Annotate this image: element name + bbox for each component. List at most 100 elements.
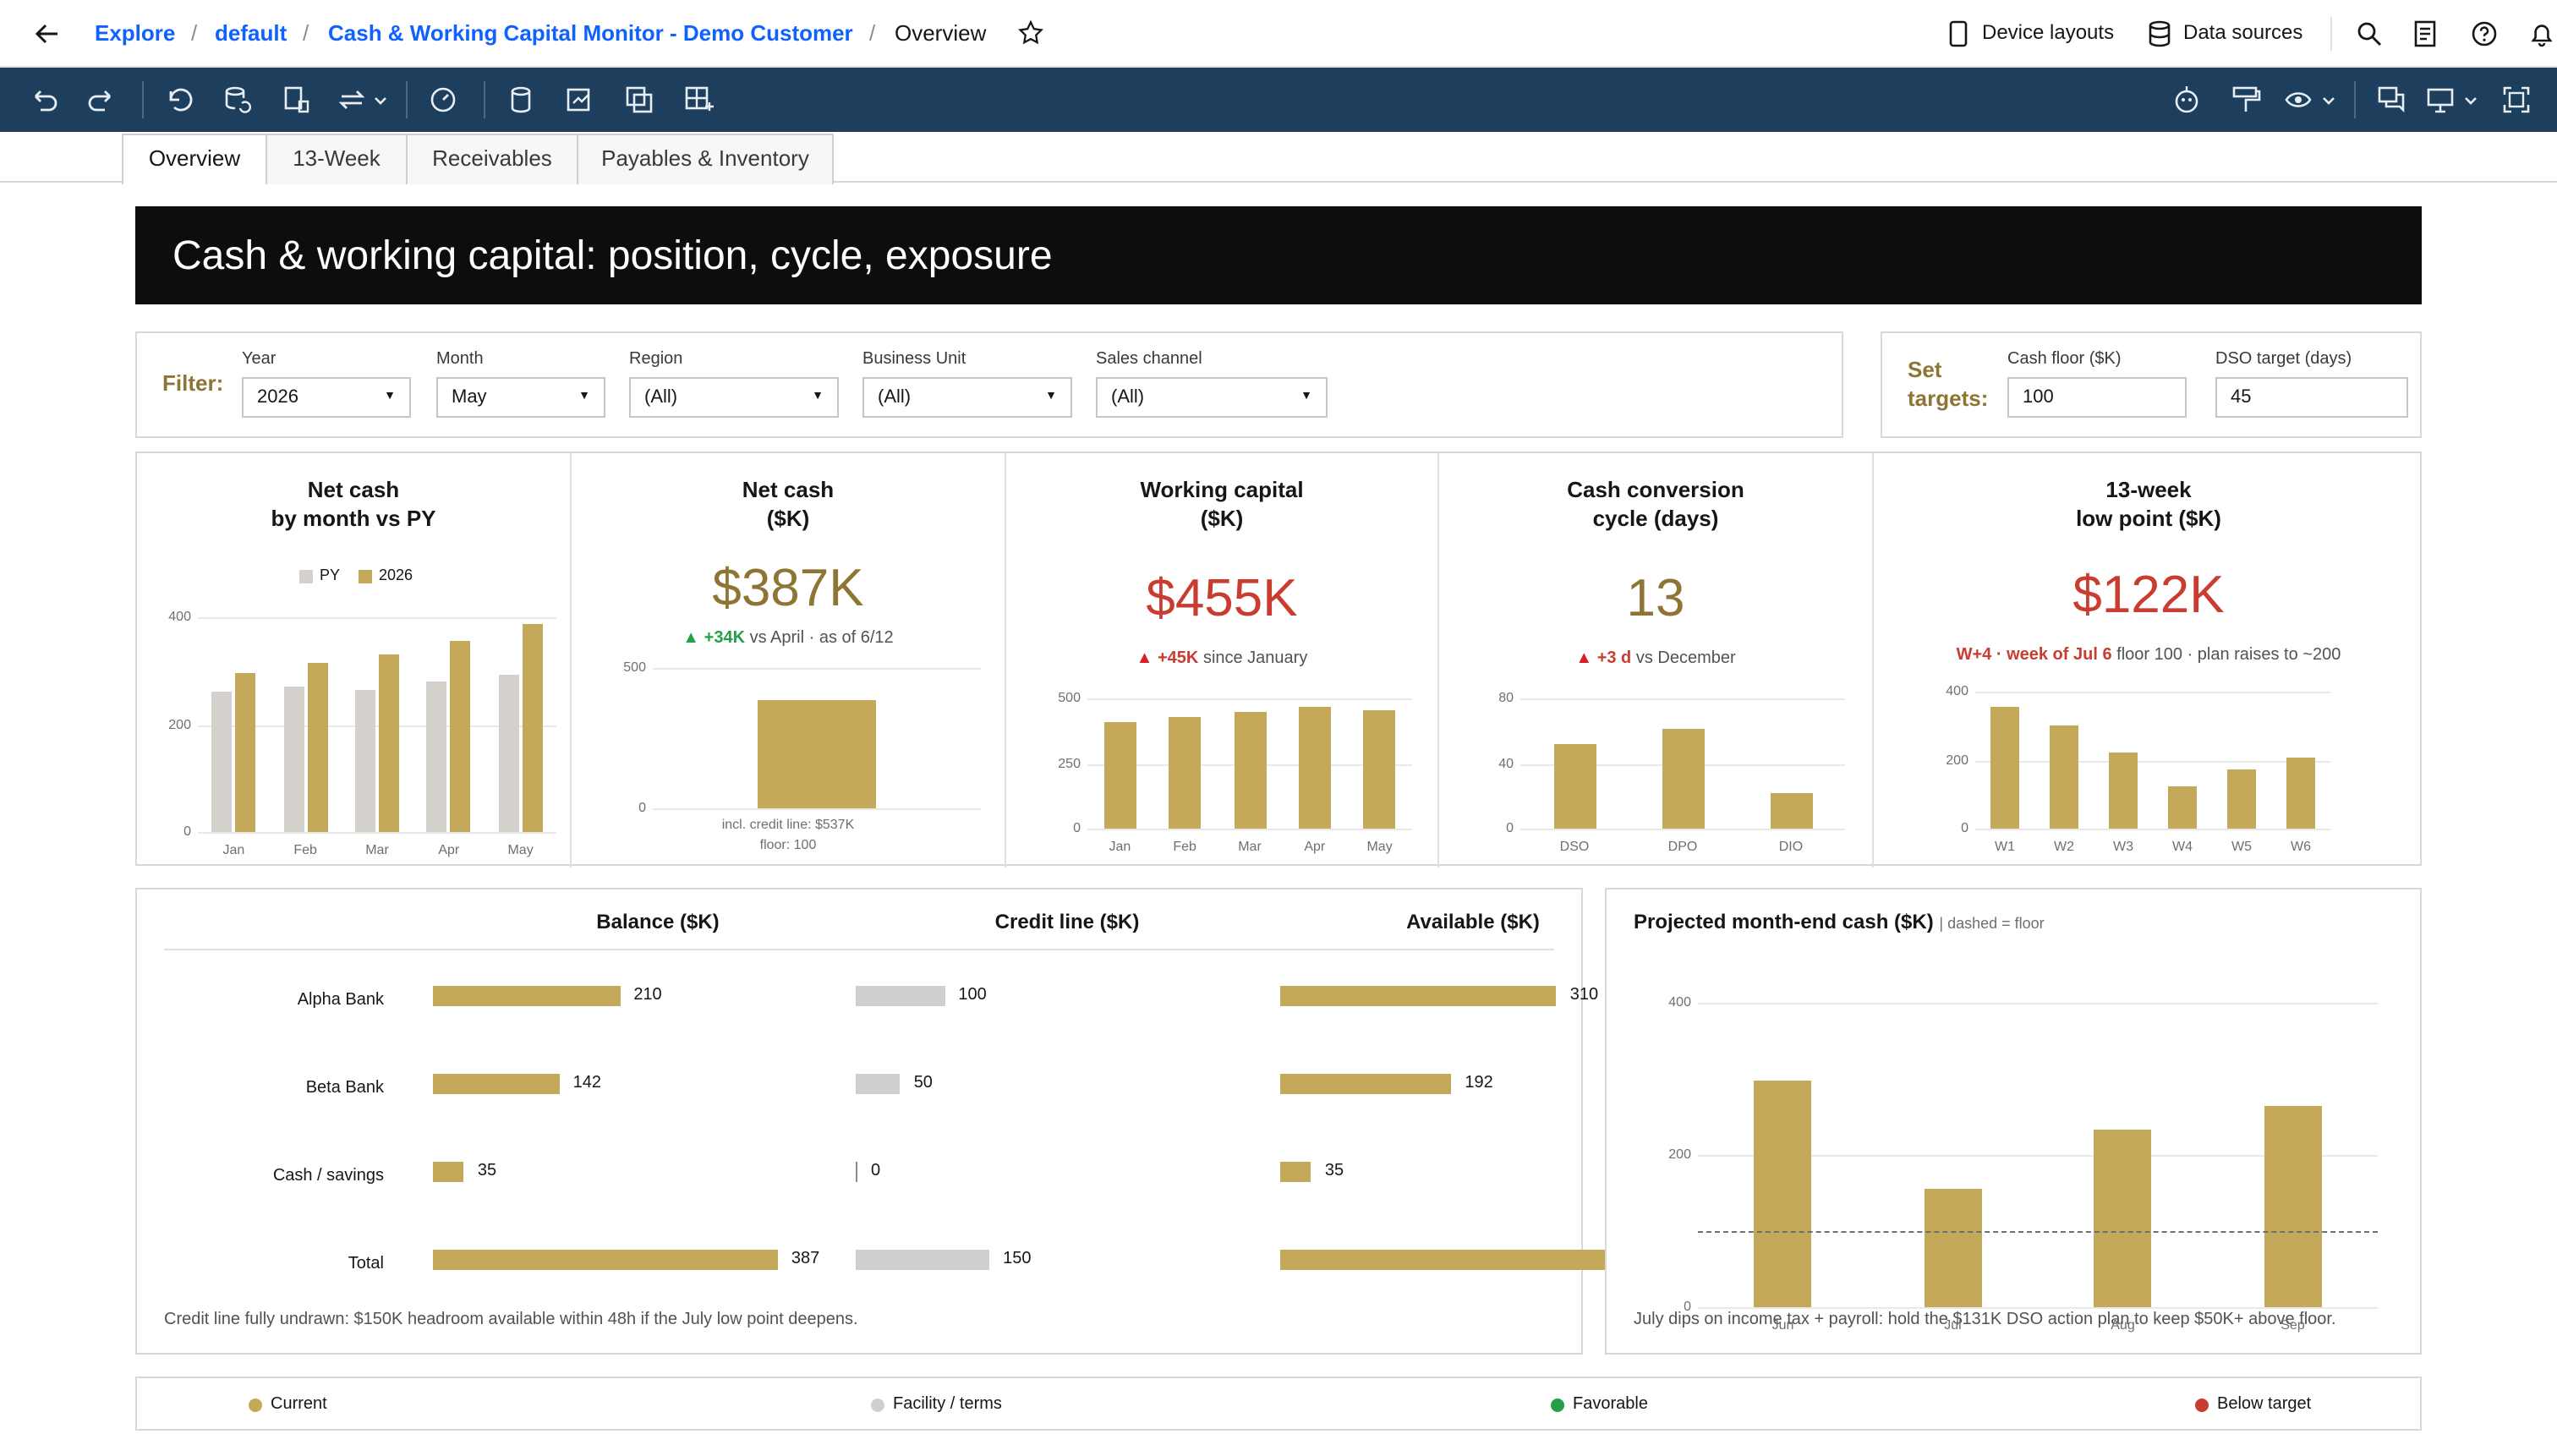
bar <box>2168 786 2197 829</box>
x-tick-label: Apr <box>1304 839 1326 854</box>
fullscreen-icon[interactable] <box>2500 83 2533 117</box>
x-tick-label: W3 <box>2113 839 2133 854</box>
breadcrumb-explore[interactable]: Explore <box>95 20 176 46</box>
liquidity-table-panel: Balance ($K) Credit line ($K) Available … <box>135 888 1800 1355</box>
x-tick-label: W4 <box>2172 839 2193 854</box>
sales-channel-dropdown[interactable]: (All) ▼ <box>1096 377 1328 418</box>
data-source-icon[interactable] <box>504 83 538 117</box>
month-dropdown[interactable]: May ▼ <box>436 377 605 418</box>
dashboard-tabs: Overview 13-Week Receivables Payables & … <box>0 132 2557 184</box>
revert-icon[interactable] <box>162 83 196 117</box>
divider <box>1872 453 1874 868</box>
value-balance: 142 <box>572 1074 602 1092</box>
cash-floor-input[interactable]: 100 <box>2007 377 2187 418</box>
value-credit: 50 <box>913 1074 933 1092</box>
tab-payables-inventory[interactable]: Payables & Inventory <box>577 134 834 184</box>
bar-2026 <box>522 624 543 832</box>
bar-py <box>211 691 233 832</box>
gridline <box>1975 692 2330 693</box>
x-tick-label: May <box>507 842 534 857</box>
performance-icon[interactable] <box>426 83 460 117</box>
back-arrow-icon[interactable] <box>34 20 61 47</box>
dropdown-caret-icon: ▼ <box>384 391 396 402</box>
business-unit-dropdown[interactable]: (All) ▼ <box>862 377 1072 418</box>
search-icon[interactable] <box>2356 20 2383 47</box>
x-tick-label: Aug <box>2111 1317 2135 1333</box>
undo-icon[interactable] <box>27 83 61 117</box>
dso-target-input[interactable]: 45 <box>2215 377 2408 418</box>
breadcrumb-report[interactable]: Cash & Working Capital Monitor - Demo Cu… <box>328 20 853 46</box>
legend-label-py: PY <box>320 567 341 583</box>
info-icon[interactable] <box>2439 247 2464 272</box>
bar-balance <box>433 986 621 1006</box>
year-dropdown[interactable]: 2026 ▼ <box>242 377 411 418</box>
divider <box>484 81 485 118</box>
legend-label-current: Current <box>271 1395 327 1414</box>
refresh-data-icon[interactable] <box>220 83 254 117</box>
new-dashboard-icon[interactable] <box>682 83 715 117</box>
star-icon[interactable] <box>1016 19 1045 47</box>
dropdown-caret-icon: ▼ <box>1300 391 1312 402</box>
row-label: Beta Bank <box>305 1079 384 1097</box>
view-icon[interactable] <box>2283 83 2341 117</box>
swap-icon[interactable] <box>335 83 392 117</box>
kpi-delta-value: +45K <box>1158 649 1199 668</box>
x-tick-label: W2 <box>2054 839 2074 854</box>
redo-icon[interactable] <box>85 83 118 117</box>
format-painter-icon[interactable] <box>2229 83 2263 117</box>
pause-updates-icon[interactable] <box>279 83 313 117</box>
gridline <box>1698 1155 2378 1157</box>
y-tick-label: 0 <box>183 824 191 839</box>
y-tick-label: 0 <box>1073 820 1081 835</box>
tab-overview[interactable]: Overview <box>122 134 267 184</box>
x-tick-label: Jun <box>1771 1317 1794 1333</box>
gridline <box>198 832 556 834</box>
duplicate-icon[interactable] <box>622 83 656 117</box>
breadcrumb-separator: / <box>191 20 198 46</box>
ask-data-icon[interactable] <box>2170 83 2204 117</box>
presentation-icon[interactable] <box>2425 83 2483 117</box>
bar <box>1103 721 1136 829</box>
breadcrumb-default[interactable]: default <box>215 20 287 46</box>
data-sources-button[interactable]: Data sources <box>2183 20 2303 44</box>
bar-credit <box>856 1250 990 1270</box>
value-available: 310 <box>1569 986 1599 1004</box>
column-header-credit-line: Credit line ($K) <box>994 910 1140 933</box>
kpi-delta: ▲ +34K vs April · as of 6/12 <box>572 629 1005 648</box>
legend-dot-below-target <box>2195 1399 2209 1412</box>
bar <box>1298 707 1331 829</box>
bar-py <box>498 674 519 832</box>
kpi-net-cash: Net cash ($K) $387K ▲ +34K vs April · as… <box>572 453 1005 868</box>
region-dropdown[interactable]: (All) ▼ <box>629 377 839 418</box>
notes-icon[interactable] <box>2413 20 2437 47</box>
projection-title: Projected month-end cash ($K) <box>1634 910 1934 933</box>
kpi-net-cash-by-month: Net cash by month vs PY PY 2026 0 200 400 J… <box>137 453 570 868</box>
tab-13-week[interactable]: 13-Week <box>266 134 408 184</box>
device-layouts-button[interactable]: Device layouts <box>1982 20 2115 44</box>
tab-receivables[interactable]: Receivables <box>406 134 578 184</box>
region-label: Region <box>629 350 683 369</box>
help-icon[interactable] <box>2471 20 2498 47</box>
page-title: Cash & working capital: position, cycle,… <box>172 233 1053 279</box>
month-value: May <box>452 387 487 408</box>
y-tick-label: 0 <box>1506 820 1514 835</box>
notifications-icon[interactable] <box>2528 20 2555 47</box>
divider <box>1005 453 1006 868</box>
y-tick-label: 200 <box>1668 1147 1691 1162</box>
targets-panel: Set targets: Cash floor ($K) 100 DSO tar… <box>1881 331 2422 438</box>
value-balance: 387 <box>791 1250 820 1268</box>
bar-py <box>426 681 447 832</box>
kpi-value: 13 <box>1626 568 1685 627</box>
bar <box>2227 769 2256 829</box>
up-arrow-icon: ▲ <box>682 629 700 648</box>
value-available: 192 <box>1465 1074 1493 1092</box>
value-credit: 150 <box>1003 1250 1032 1268</box>
bar-py <box>355 689 375 832</box>
projection-title-row: Projected month-end cash ($K) | dashed =… <box>1634 910 2045 933</box>
bar <box>1169 717 1202 829</box>
comments-icon[interactable] <box>2374 83 2408 117</box>
kpi-footnote: floor: 100 <box>759 837 817 852</box>
new-worksheet-icon[interactable] <box>563 83 597 117</box>
kpi-delta-text: since January <box>1202 649 1308 668</box>
region-value: (All) <box>644 387 678 408</box>
